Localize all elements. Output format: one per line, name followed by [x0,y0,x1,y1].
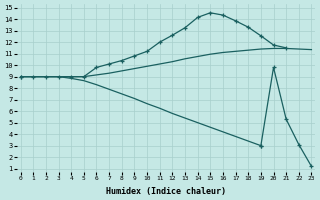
X-axis label: Humidex (Indice chaleur): Humidex (Indice chaleur) [106,187,226,196]
